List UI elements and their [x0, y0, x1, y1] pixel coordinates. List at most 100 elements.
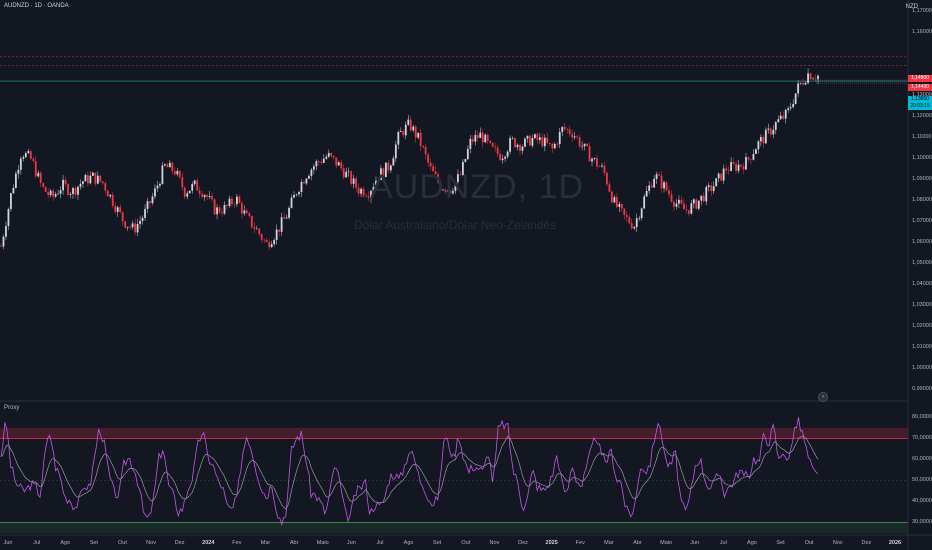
candle-body — [362, 188, 365, 196]
candle-body — [347, 171, 350, 173]
candle-body — [715, 178, 718, 187]
candle-body — [196, 180, 199, 191]
indicator-title[interactable]: Proxy — [4, 405, 20, 411]
candle-body — [489, 140, 492, 143]
candle-body — [288, 207, 290, 218]
candle-body — [308, 175, 310, 179]
indicator-axis-tick: 50,00000 — [912, 477, 932, 484]
time-axis-tick: Ago — [747, 540, 757, 546]
candle-body — [501, 158, 504, 161]
candle-body — [240, 203, 243, 214]
symbol-title[interactable]: AUDNZD · 1D · OANDA — [4, 3, 69, 9]
oscillator-line — [0, 417, 819, 526]
candle-body — [77, 186, 79, 195]
price-axis-tick: 1,07000 — [912, 218, 932, 225]
candle-body — [315, 161, 318, 167]
time-axis-tick: Set — [89, 540, 98, 546]
time-axis-tick: 2025 — [545, 540, 558, 546]
candle-body — [461, 161, 464, 175]
candle-body — [211, 195, 213, 200]
time-axis-tick: Maio — [660, 540, 673, 546]
candle-body — [809, 73, 812, 80]
candle-body — [782, 115, 785, 119]
candle-body — [610, 191, 613, 203]
current-price-tag: 1,13850 — [908, 96, 932, 103]
candle-body — [91, 172, 94, 176]
price-axis-tick: 1,08000 — [912, 197, 932, 203]
candle-body — [571, 133, 574, 138]
candle-body — [439, 182, 442, 190]
candle-body — [173, 170, 176, 175]
candle-body — [625, 214, 628, 217]
candle-body — [231, 198, 233, 205]
candle-body — [19, 158, 22, 170]
candle-body — [752, 153, 755, 160]
price-axis-tick: 1,01000 — [912, 344, 932, 351]
candle-body — [683, 203, 685, 210]
candle-body — [578, 137, 581, 147]
candle-body — [245, 210, 248, 214]
candle-body — [799, 82, 802, 84]
candle-body — [161, 165, 164, 184]
indicator-axis-tick: 70,00000 — [912, 435, 932, 442]
candle-body — [777, 119, 780, 123]
candle-body — [223, 204, 226, 214]
candle-body — [310, 169, 313, 176]
price-axis-tick: 1,16000 — [912, 28, 932, 35]
candle-body — [193, 180, 196, 184]
candle-body — [104, 183, 107, 191]
candle-body — [452, 190, 454, 194]
candle-body — [757, 141, 760, 150]
candle-body — [146, 201, 149, 209]
candle-body — [357, 187, 360, 194]
candle-body — [670, 194, 673, 202]
time-axis-tick: Mar — [260, 540, 271, 546]
candle-body — [784, 109, 787, 119]
candle-body — [787, 108, 790, 110]
candle-body — [79, 183, 82, 187]
candle-body — [372, 186, 375, 191]
candle-body — [767, 128, 770, 130]
candle-body — [655, 174, 658, 179]
time-axis-tick: Set — [776, 540, 785, 546]
time-axis-tick: Jun — [690, 540, 700, 546]
price-axis-tick: 1,02000 — [912, 323, 932, 330]
candle-body — [188, 190, 191, 194]
candle-body — [238, 196, 241, 204]
price-axis-tick: 1,17000 — [912, 7, 932, 14]
candle-body — [198, 190, 201, 194]
candle-body — [298, 192, 300, 195]
candle-body — [534, 134, 536, 139]
candle-body — [181, 177, 184, 188]
candle-body — [692, 199, 695, 204]
candle-body — [131, 223, 134, 228]
candle-body — [645, 190, 648, 197]
candle-body — [603, 165, 606, 173]
candle-body — [47, 191, 50, 196]
candle-body — [568, 129, 571, 134]
candle-body — [37, 172, 40, 177]
candle-body — [54, 194, 57, 197]
candle-body — [136, 223, 139, 233]
candle-body — [64, 179, 67, 185]
candle-body — [191, 183, 194, 191]
candle-body — [380, 168, 382, 181]
candle-body — [496, 147, 499, 154]
candle-body — [268, 241, 271, 248]
candle-body — [337, 162, 340, 166]
price-axis-tick: 1,10000 — [912, 154, 932, 161]
candle-body — [553, 143, 556, 149]
scroll-to-realtime-icon[interactable]: » — [818, 392, 828, 402]
candle-body — [320, 161, 323, 163]
candle-body — [457, 174, 459, 182]
candle-body — [516, 144, 519, 148]
projection-box — [815, 79, 909, 84]
time-axis-tick: Nov — [832, 540, 843, 546]
candle-body — [402, 131, 405, 136]
currency-label[interactable]: NZD — [905, 4, 918, 10]
time-axis-tick: Dez — [518, 540, 528, 546]
candle-body — [511, 138, 514, 139]
candle-body — [154, 188, 156, 197]
candle-body — [233, 204, 236, 205]
